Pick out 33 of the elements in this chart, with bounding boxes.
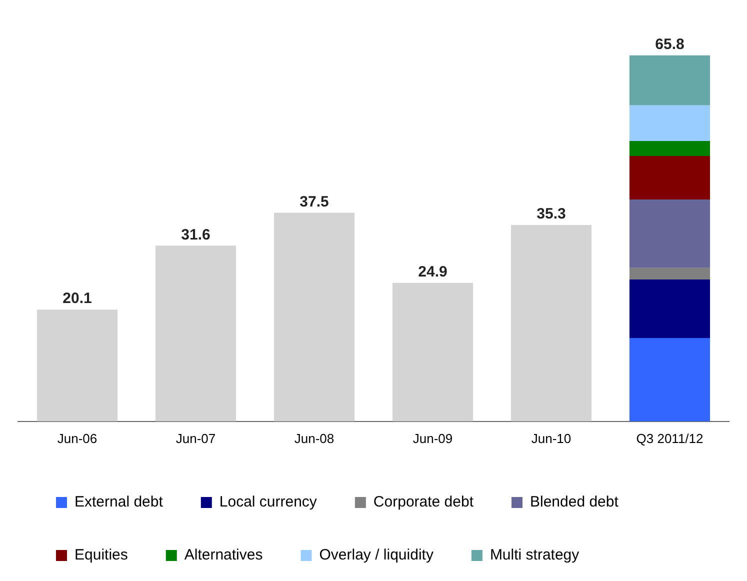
x-tick-label: Jun-07 <box>176 430 216 446</box>
bar <box>629 55 710 106</box>
bar <box>155 246 236 422</box>
legend-label: Alternatives <box>184 546 263 564</box>
legend-label: Multi strategy <box>490 546 580 564</box>
bar <box>629 268 710 280</box>
data-label: 31.6 <box>181 226 210 244</box>
legend-label: Equities <box>74 546 128 564</box>
legend-label: Overlay / liquidity <box>319 546 434 564</box>
bar <box>629 156 710 200</box>
bar <box>392 282 474 422</box>
x-tick-label: Jun-08 <box>294 430 334 446</box>
bar <box>629 338 710 422</box>
bar <box>510 225 592 422</box>
data-label: 20.1 <box>62 290 92 308</box>
legend-label: Blended debt <box>530 494 620 511</box>
bar <box>36 310 118 422</box>
data-label: 37.5 <box>300 193 329 210</box>
bar <box>629 199 710 268</box>
x-tick-label: Q3 2011/12 <box>636 430 704 446</box>
data-label: 24.9 <box>418 264 448 281</box>
legend-label: External debt <box>74 494 164 511</box>
x-tick-label: Jun-06 <box>57 430 98 446</box>
bar <box>629 280 710 338</box>
bar <box>629 141 710 156</box>
data-label: 35.3 <box>536 206 566 223</box>
x-tick-label: Jun-10 <box>531 430 572 446</box>
x-tick-label: Jun-09 <box>412 430 453 446</box>
bar <box>629 105 710 142</box>
total-label: 65.8 <box>655 36 684 54</box>
legend-label: Corporate debt <box>373 494 474 511</box>
legend-label: Local currency <box>219 494 318 511</box>
bar <box>274 212 355 422</box>
